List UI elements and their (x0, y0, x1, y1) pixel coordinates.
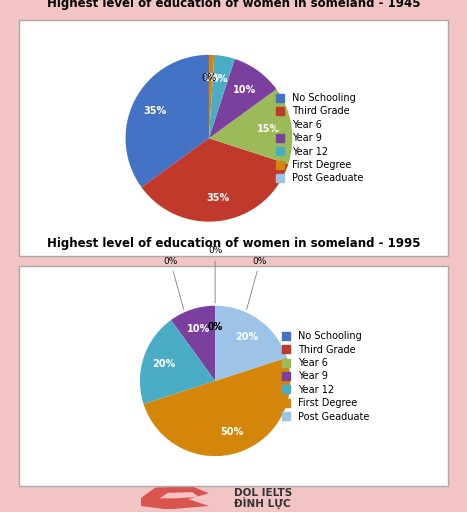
Text: 0%: 0% (207, 322, 223, 332)
Wedge shape (209, 55, 214, 138)
Title: Highest level of education of women in someland - 1945: Highest level of education of women in s… (47, 0, 420, 10)
Legend: No Schooling, Third Grade, Year 6, Year 9, Year 12, First Degree, Post Geaduate: No Schooling, Third Grade, Year 6, Year … (280, 329, 371, 423)
Text: 50%: 50% (220, 428, 243, 437)
Text: 0%: 0% (207, 322, 223, 332)
Wedge shape (144, 358, 290, 456)
Text: 0%: 0% (163, 257, 184, 310)
Text: 0%: 0% (208, 246, 222, 303)
Text: 0%: 0% (207, 322, 223, 332)
Text: DOL IELTS: DOL IELTS (234, 488, 292, 498)
Wedge shape (215, 306, 287, 381)
Text: 35%: 35% (144, 106, 167, 116)
Text: ĐÌNH LỰC: ĐÌNH LỰC (234, 497, 290, 509)
Text: 1%: 1% (203, 73, 219, 83)
Text: 15%: 15% (257, 124, 280, 134)
Title: Highest level of education of women in someland - 1995: Highest level of education of women in s… (47, 237, 420, 250)
Wedge shape (140, 320, 215, 404)
Wedge shape (209, 89, 292, 164)
PathPatch shape (141, 486, 209, 509)
Text: 0%: 0% (247, 257, 267, 310)
Wedge shape (142, 138, 288, 222)
Text: 4%: 4% (212, 74, 228, 84)
Wedge shape (126, 55, 209, 187)
Text: 0%: 0% (201, 73, 217, 83)
Text: 35%: 35% (207, 193, 230, 203)
Legend: No Schooling, Third Grade, Year 6, Year 9, Year 12, First Degree, Post Geaduate: No Schooling, Third Grade, Year 6, Year … (274, 91, 366, 185)
Wedge shape (171, 306, 215, 381)
Text: 20%: 20% (152, 359, 175, 369)
PathPatch shape (160, 492, 198, 498)
Wedge shape (209, 55, 235, 138)
Text: 10%: 10% (187, 325, 210, 334)
Wedge shape (209, 59, 276, 138)
Text: 20%: 20% (235, 332, 259, 342)
Text: 10%: 10% (233, 84, 256, 95)
